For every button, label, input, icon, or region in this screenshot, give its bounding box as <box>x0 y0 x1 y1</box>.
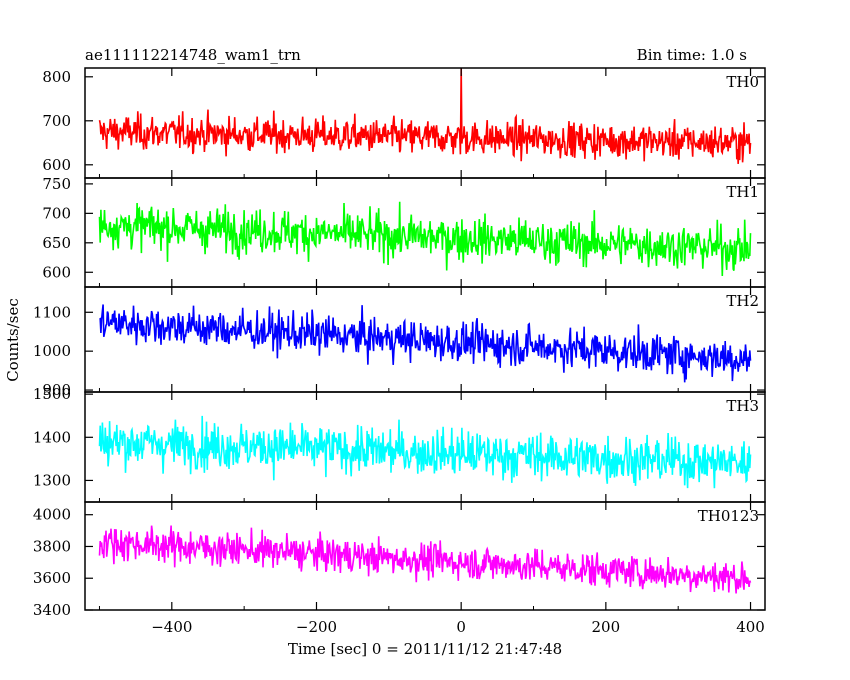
chart-title: ae111112214748_wam1_trn <box>85 46 301 64</box>
y-tick-label: 1300 <box>33 471 71 489</box>
panel-label-th2: TH2 <box>726 292 759 310</box>
y-axis-label: Counts/sec <box>4 298 22 382</box>
panel-th0: 600 700 800 TH0 <box>42 67 766 179</box>
series-line-th1 <box>98 201 752 277</box>
x-tick-label: −200 <box>296 618 337 636</box>
y-tick-label: 650 <box>42 234 71 252</box>
y-tick-label: 1400 <box>33 428 71 446</box>
panel-frame <box>84 67 766 179</box>
y-tick-label: 750 <box>42 175 71 193</box>
y-tick-label: 600 <box>42 156 71 174</box>
panel-frame <box>84 501 766 611</box>
panel-label-th1: TH1 <box>726 183 759 201</box>
y-tick-label: 700 <box>42 112 71 130</box>
x-tick-label: 400 <box>736 618 765 636</box>
panel-th1: 600 650 700 750 TH1 <box>42 175 766 288</box>
y-tick-label: 900 <box>42 381 71 399</box>
series-line-th3 <box>98 415 752 489</box>
panel-th3: 1300 1400 1500 TH3 <box>33 385 766 503</box>
panels-group: 600 700 800 TH0 600 650 700 750 TH1 900 1000 1100 TH… <box>33 67 766 619</box>
series-line-th0 <box>98 68 752 164</box>
bin-time-label: Bin time: 1.0 s <box>637 46 747 64</box>
panel-label-th3: TH3 <box>726 397 759 415</box>
y-tick-label: 1000 <box>33 342 71 360</box>
y-tick-label: 700 <box>42 204 71 222</box>
y-tick-label: 1100 <box>33 303 71 321</box>
panel-label-th0: TH0 <box>726 73 759 91</box>
y-tick-label: 3800 <box>33 537 71 555</box>
series-line-th0123 <box>98 525 752 594</box>
y-tick-label: 1500 <box>33 385 71 403</box>
panel-th0123: 3400 3600 3800 4000 TH0123 <box>33 501 766 619</box>
x-tick-label: −400 <box>151 618 192 636</box>
y-tick-label: 800 <box>42 68 71 86</box>
x-tick-labels: −400 −200 0 200 400 <box>151 618 765 636</box>
y-tick-label: 3600 <box>33 569 71 587</box>
x-tick-label: 0 <box>456 618 466 636</box>
y-tick-label: 3400 <box>33 601 71 619</box>
series-line-th2 <box>99 304 752 383</box>
x-tick-label: 200 <box>592 618 621 636</box>
x-axis-label: Time [sec] 0 = 2011/11/12 21:47:48 <box>288 640 562 658</box>
panel-label-th0123: TH0123 <box>698 507 759 525</box>
y-tick-label: 600 <box>42 263 71 281</box>
panel-th2: 900 1000 1100 TH2 <box>33 286 766 399</box>
y-tick-label: 4000 <box>33 506 71 524</box>
